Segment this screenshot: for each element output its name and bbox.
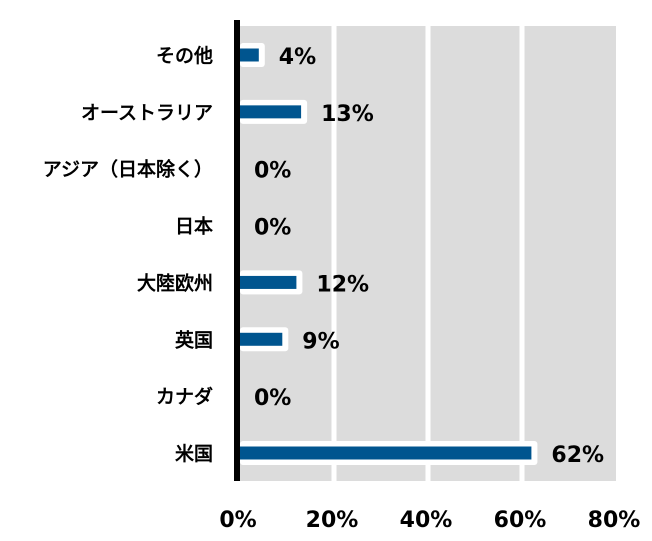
x-tick-label: 80% [588, 508, 641, 533]
gridline [519, 26, 525, 481]
x-tick-label: 60% [494, 508, 547, 533]
bar [240, 275, 297, 289]
category-label: 大陸欧州 [137, 271, 213, 294]
category-label: 日本 [175, 215, 213, 238]
data-label: 9% [302, 329, 339, 354]
bar [240, 105, 302, 119]
data-label: 0% [254, 386, 291, 411]
gridline [331, 26, 337, 481]
bar [240, 48, 259, 62]
y-axis-line [234, 20, 240, 481]
gridline [425, 26, 431, 481]
category-label: オーストラリア [81, 102, 213, 124]
data-label: 4% [279, 45, 316, 70]
category-label: その他 [156, 44, 213, 67]
x-tick-label: 40% [400, 508, 453, 533]
category-label: 英国 [175, 328, 213, 351]
data-label: 0% [254, 159, 291, 184]
bar [240, 332, 283, 346]
bar [240, 446, 532, 460]
data-label: 62% [551, 443, 604, 468]
category-label: 米国 [175, 442, 213, 465]
x-tick-label: 20% [306, 508, 359, 533]
data-label: 0% [254, 216, 291, 241]
category-label: アジア（日本除く） [43, 158, 213, 181]
x-tick-label: 0% [219, 508, 256, 533]
category-label: カナダ [156, 385, 213, 408]
data-label: 12% [316, 272, 369, 297]
data-label: 13% [321, 102, 374, 127]
